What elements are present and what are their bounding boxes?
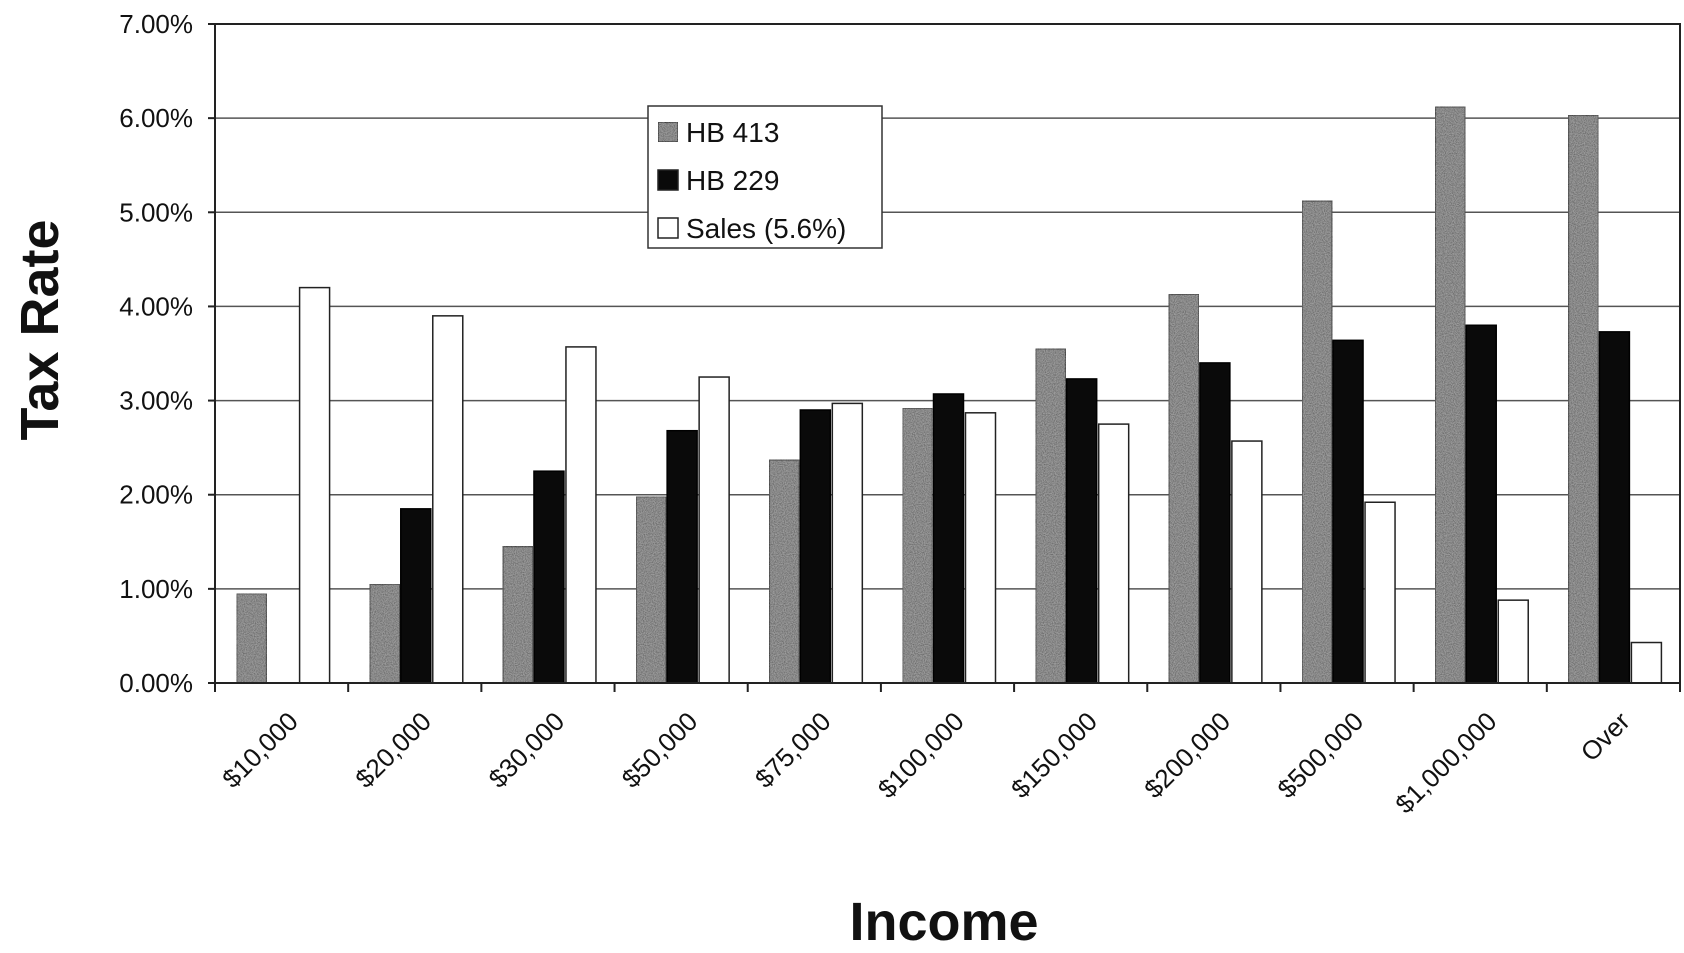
bar-sales-5-6-10 — [1630, 641, 1663, 684]
bar-hb-229-7 — [1199, 362, 1231, 684]
legend-label: HB 229 — [686, 165, 779, 196]
bar-hb-229-8 — [1332, 339, 1364, 684]
bar-hb-413-1 — [369, 583, 401, 684]
bar-sales-5-6-5 — [964, 412, 997, 684]
y-tick-label: 2.00% — [119, 480, 193, 510]
x-tick-label: Over — [1575, 706, 1636, 767]
bar-sales-5-6-1 — [432, 315, 464, 684]
legend-swatch — [657, 121, 679, 143]
bar-sales-5-6-3 — [698, 376, 730, 684]
bar-sales-5-6-7 — [1231, 440, 1263, 684]
bar-hb-413-5 — [901, 407, 934, 684]
legend-box — [647, 105, 883, 249]
axes — [214, 23, 1681, 692]
bar-hb-229-4 — [799, 409, 832, 684]
bar-hb-413-0 — [235, 592, 268, 684]
legend-swatch — [657, 217, 679, 239]
y-tick-label: 7.00% — [119, 9, 193, 39]
bar-sales-5-6-0 — [298, 286, 331, 684]
legend-label: Sales (5.6%) — [686, 213, 846, 244]
bar-hb-229-6 — [1065, 378, 1098, 684]
y-tick-label: 1.00% — [119, 574, 193, 604]
bar-hb-229-2 — [533, 470, 565, 684]
y-tick-label: 3.00% — [119, 386, 193, 416]
bar-hb-413-6 — [1034, 348, 1067, 684]
x-tick-label: $500,000 — [1271, 706, 1369, 804]
y-tick-label: 5.00% — [119, 197, 193, 227]
bar-hb-413-2 — [502, 545, 534, 684]
bar-sales-5-6-9 — [1497, 599, 1529, 684]
y-tick-label: 6.00% — [119, 103, 193, 133]
x-tick-label: $150,000 — [1005, 706, 1103, 804]
bar-sales-5-6-6 — [1097, 423, 1130, 684]
x-tick-label: $20,000 — [349, 706, 437, 794]
bar-sales-5-6-8 — [1364, 501, 1396, 684]
bar-hb-413-3 — [635, 495, 667, 684]
x-tick-label: $50,000 — [616, 706, 704, 794]
bar-hb-413-10 — [1567, 114, 1600, 684]
bar-hb-229-5 — [932, 393, 965, 684]
bar-hb-413-8 — [1301, 200, 1333, 684]
bar-hb-413-9 — [1434, 106, 1466, 684]
x-tick-label: $200,000 — [1138, 706, 1236, 804]
bar-sales-5-6-2 — [565, 346, 597, 684]
y-axis-title: Tax Rate — [10, 219, 70, 440]
bar-hb-413-7 — [1168, 293, 1200, 684]
bar-sales-5-6-4 — [831, 402, 864, 684]
legend-label: HB 413 — [686, 117, 779, 148]
y-tick-label: 4.00% — [119, 291, 193, 321]
x-tick-labels: $10,000 $20,000 $30,000 $50,000 $75,000 $100,… — [216, 706, 1636, 819]
bar-hb-229-1 — [400, 508, 432, 684]
x-tick-label: $100,000 — [872, 706, 970, 804]
y-tick-labels: 0.00% 1.00% 2.00% 3.00% 4.00% 5.00% 6.00% 7.00% — [119, 9, 193, 698]
legend-swatch — [657, 169, 679, 191]
plot-frame — [214, 23, 1681, 684]
bar-hb-229-9 — [1465, 324, 1497, 684]
bar-hb-413-4 — [768, 459, 801, 684]
x-tick-label: $75,000 — [749, 706, 837, 794]
x-tick-label: $1,000,000 — [1389, 706, 1502, 819]
x-tick-label: $30,000 — [483, 706, 571, 794]
bar-hb-229-3 — [666, 429, 698, 684]
x-axis-title: Income — [849, 892, 1038, 948]
legend: HB 413 HB 229 Sales (5.6%) — [647, 105, 883, 249]
bar-hb-229-10 — [1598, 331, 1631, 684]
y-tick-label: 0.00% — [119, 668, 193, 698]
bars — [235, 106, 1663, 684]
x-tick-label: $10,000 — [216, 706, 304, 794]
